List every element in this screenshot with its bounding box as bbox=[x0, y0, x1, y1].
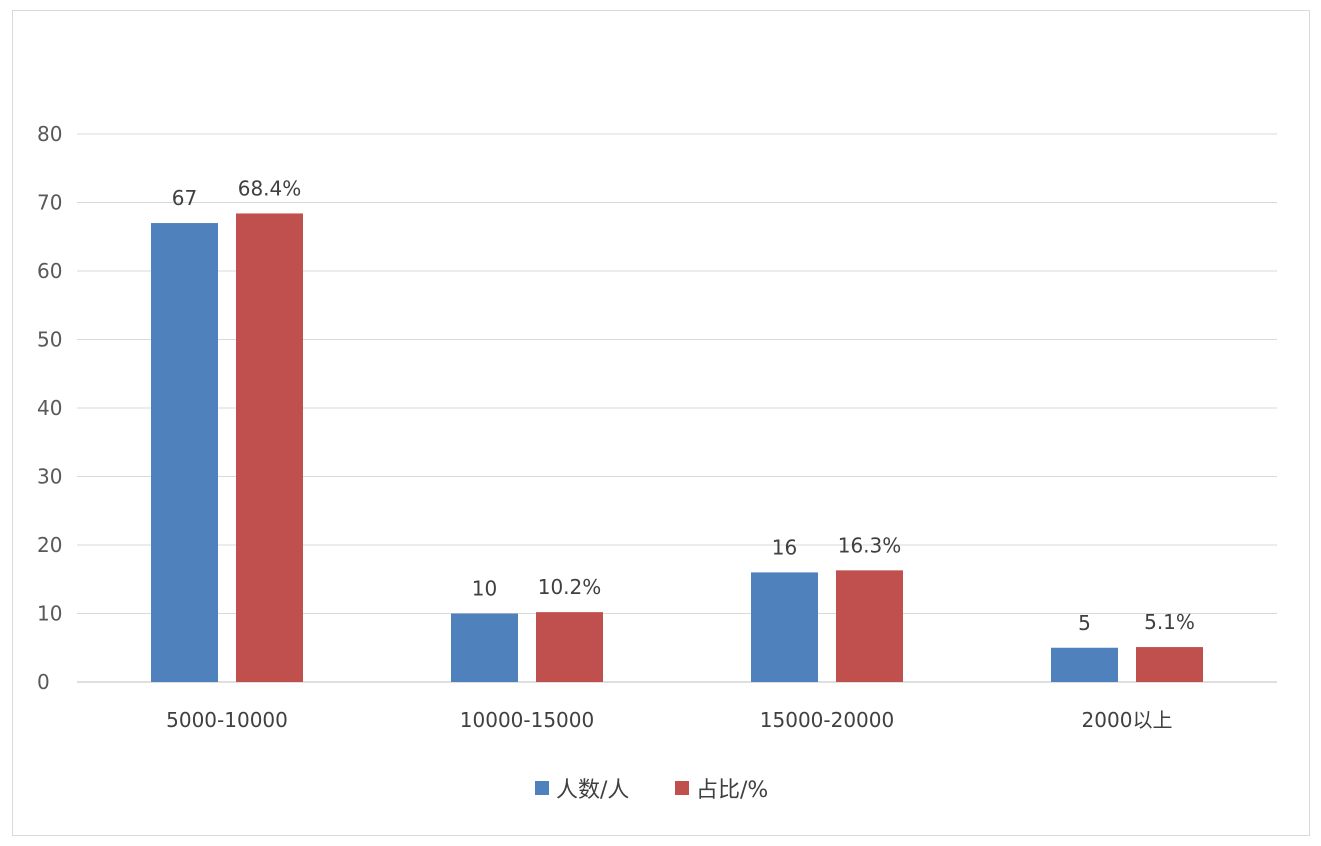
bar-percent-0[interactable] bbox=[236, 213, 303, 682]
y-tick-label: 50 bbox=[37, 328, 62, 352]
x-category-label: 5000-10000 bbox=[166, 708, 288, 732]
y-tick-label: 40 bbox=[37, 396, 62, 420]
y-tick-label: 20 bbox=[37, 533, 62, 557]
bar-people-0[interactable] bbox=[151, 223, 218, 683]
x-category-label: 15000-20000 bbox=[760, 708, 894, 732]
data-label-people-2: 16 bbox=[772, 535, 797, 559]
bar-people-2[interactable] bbox=[751, 572, 818, 682]
y-tick-label: 10 bbox=[37, 602, 62, 626]
data-label-percent-0: 68.4% bbox=[238, 176, 302, 200]
x-category-label: 10000-15000 bbox=[460, 708, 594, 732]
data-label-people-1: 10 bbox=[472, 577, 497, 601]
bar-percent-1[interactable] bbox=[536, 612, 603, 682]
chart-frame bbox=[12, 10, 1310, 836]
y-tick-label: 60 bbox=[37, 259, 62, 283]
data-labels: 67 68.4% 10 10.2% 16 16.3% 5 5.1% bbox=[172, 176, 1195, 634]
bar-people-3[interactable] bbox=[1051, 647, 1118, 682]
legend-label-people: 人数/人 bbox=[556, 778, 629, 803]
y-tick-label: 70 bbox=[37, 191, 62, 215]
bar-people-1[interactable] bbox=[451, 613, 518, 683]
y-tick-label: 30 bbox=[37, 465, 62, 489]
x-axis-categories: 5000-10000 10000-15000 15000-20000 2000以上 bbox=[166, 708, 1172, 732]
legend-swatch-percent bbox=[675, 781, 689, 795]
y-tick-label: 0 bbox=[37, 670, 50, 694]
data-label-people-3: 5 bbox=[1078, 611, 1091, 635]
y-tick-label: 80 bbox=[37, 122, 62, 146]
data-label-percent-3: 5.1% bbox=[1144, 610, 1195, 634]
data-label-percent-2: 16.3% bbox=[838, 533, 902, 557]
data-label-percent-1: 10.2% bbox=[538, 575, 602, 599]
y-axis-ticks: 0 10 20 30 40 50 60 70 80 bbox=[37, 122, 62, 694]
data-label-people-0: 67 bbox=[172, 186, 197, 210]
bars bbox=[151, 213, 1203, 683]
bar-percent-2[interactable] bbox=[836, 570, 903, 682]
x-category-label: 2000以上 bbox=[1082, 708, 1173, 732]
legend[interactable]: 人数/人 占比/% bbox=[535, 778, 768, 803]
legend-swatch-people bbox=[535, 781, 549, 795]
bar-percent-3[interactable] bbox=[1136, 647, 1203, 682]
legend-label-percent: 占比/% bbox=[696, 778, 768, 803]
